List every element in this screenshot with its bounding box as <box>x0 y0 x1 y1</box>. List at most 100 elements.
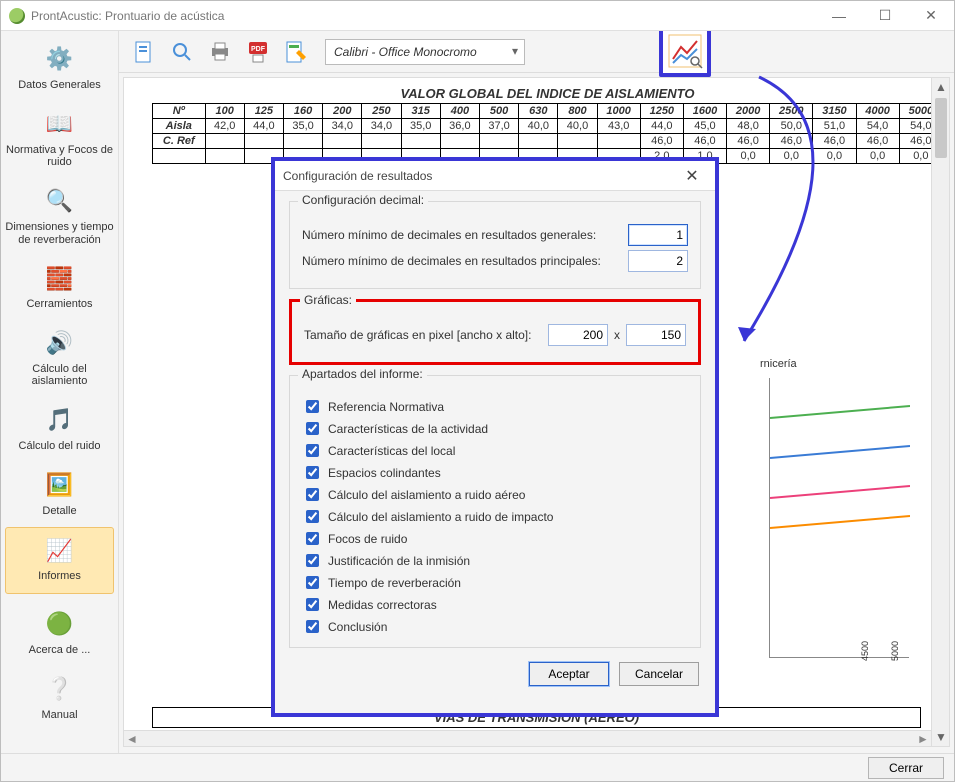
scroll-left-icon[interactable]: ◄ <box>124 731 140 747</box>
table-cell <box>323 134 362 149</box>
sidebar-item-datos[interactable]: ⚙️ Datos Generales <box>1 37 118 102</box>
checkbox-input[interactable] <box>306 554 319 567</box>
checkbox-input[interactable] <box>306 400 319 413</box>
sidebar-item-aisl[interactable]: 🔊 Cálculo del aislamiento <box>1 321 118 398</box>
checkbox-label: Cálculo del aislamiento a ruido de impac… <box>328 510 553 524</box>
sidebar-label: Dimensiones y tiempo de reverberación <box>5 221 114 246</box>
table-cell: 46,0 <box>770 134 813 149</box>
sidebar-item-man[interactable]: ❔ Manual <box>1 667 118 732</box>
sidebar-icon: 🎵 <box>44 404 76 436</box>
xtick: 4500 <box>860 641 870 661</box>
checkbox-label: Características de la actividad <box>328 422 488 436</box>
table-cell: 0,0 <box>856 149 899 164</box>
app-icon <box>9 8 25 24</box>
report-section-checkbox[interactable]: Cálculo del aislamiento a ruido aéreo <box>302 485 688 504</box>
vertical-scrollbar[interactable]: ▲ ▼ <box>931 78 949 746</box>
table-cell: 42,0 <box>205 119 244 134</box>
checkbox-input[interactable] <box>306 532 319 545</box>
toolbtn-pdf[interactable]: PDF <box>241 35 275 69</box>
chart-svg <box>770 378 910 658</box>
close-icon: ✕ <box>685 166 698 186</box>
group-apartados: Apartados del informe: Referencia Normat… <box>289 375 701 648</box>
table-cell <box>440 134 479 149</box>
sidebar-item-det[interactable]: 🖼️ Detalle <box>1 463 118 528</box>
report-section-checkbox[interactable]: Tiempo de reverberación <box>302 573 688 592</box>
table-header: 400 <box>440 104 479 119</box>
table-cell <box>479 134 518 149</box>
group-graficas-highlight: Gráficas: Tamaño de gráficas en pixel [a… <box>289 299 701 365</box>
sidebar-label: Acerca de ... <box>29 644 91 657</box>
scroll-thumb[interactable] <box>935 98 947 158</box>
report-section-checkbox[interactable]: Justificación de la inmisión <box>302 551 688 570</box>
checkbox-input[interactable] <box>306 510 319 523</box>
input-decimals-principal[interactable] <box>628 250 688 272</box>
report-section-checkbox[interactable]: Cálculo del aislamiento a ruido de impac… <box>302 507 688 526</box>
table-rowhead: C. Ref <box>153 134 206 149</box>
checkbox-input[interactable] <box>306 576 319 589</box>
label-chart-size: Tamaño de gráficas en pixel [ancho x alt… <box>304 328 548 342</box>
horizontal-scrollbar[interactable]: ◄ ► <box>124 730 931 746</box>
label-decimals-principal: Número mínimo de decimales en resultados… <box>302 254 628 268</box>
checkbox-input[interactable] <box>306 620 319 633</box>
sidebar-item-dims[interactable]: 🔍 Dimensiones y tiempo de reverberación <box>1 179 118 256</box>
table-cell: 45,0 <box>683 119 726 134</box>
main-window: ProntAcustic: Prontuario de acústica — ☐… <box>0 0 955 782</box>
checkbox-input[interactable] <box>306 422 319 435</box>
toolbtn-preview[interactable] <box>127 35 161 69</box>
min-button[interactable]: — <box>816 1 862 31</box>
scroll-up-icon[interactable]: ▲ <box>932 78 950 96</box>
statusbar-close-button[interactable]: Cerrar <box>868 757 944 779</box>
sidebar-label: Cálculo del ruido <box>19 440 101 453</box>
toolbtn-config-results[interactable] <box>659 31 711 77</box>
close-button[interactable]: ✕ <box>908 1 954 31</box>
cancel-button[interactable]: Cancelar <box>619 662 699 686</box>
toolbtn-edit[interactable] <box>279 35 313 69</box>
sidebar-item-cerr[interactable]: 🧱 Cerramientos <box>1 256 118 321</box>
sidebar-item-about[interactable]: 🟢 Acerca de ... <box>1 602 118 667</box>
table-cell: 0,0 <box>770 149 813 164</box>
input-chart-width[interactable] <box>548 324 608 346</box>
dialog-close-button[interactable]: ✕ <box>677 161 707 191</box>
sidebar-icon: 🖼️ <box>44 469 76 501</box>
sidebar-label: Informes <box>38 570 81 583</box>
report-section-checkbox[interactable]: Referencia Normativa <box>302 397 688 416</box>
report-section-checkbox[interactable]: Medidas correctoras <box>302 595 688 614</box>
checkbox-label: Focos de ruido <box>328 532 407 546</box>
sidebar-item-norm[interactable]: 📖 Normativa y Focos de ruido <box>1 102 118 179</box>
checkbox-input[interactable] <box>306 598 319 611</box>
scroll-down-icon[interactable]: ▼ <box>932 728 950 746</box>
table-cell: 34,0 <box>362 119 401 134</box>
checkbox-label: Características del local <box>328 444 455 458</box>
sidebar-item-ruido[interactable]: 🎵 Cálculo del ruido <box>1 398 118 463</box>
table-cell: 37,0 <box>479 119 518 134</box>
report-section-checkbox[interactable]: Focos de ruido <box>302 529 688 548</box>
report-section-checkbox[interactable]: Características de la actividad <box>302 419 688 438</box>
table-header: 500 <box>479 104 518 119</box>
report-section-checkbox[interactable]: Espacios colindantes <box>302 463 688 482</box>
report-section-checkbox[interactable]: Características del local <box>302 441 688 460</box>
checkbox-input[interactable] <box>306 466 319 479</box>
input-decimals-general[interactable] <box>628 224 688 246</box>
table-header: 3150 <box>813 104 856 119</box>
sidebar-label: Normativa y Focos de ruido <box>5 144 114 169</box>
checkbox-input[interactable] <box>306 444 319 457</box>
sidebar-item-inf[interactable]: 📈 Informes <box>5 527 114 594</box>
scroll-right-icon[interactable]: ► <box>915 731 931 747</box>
table-cell <box>558 134 597 149</box>
max-button[interactable]: ☐ <box>862 1 908 31</box>
table-header: 630 <box>519 104 558 119</box>
input-chart-height[interactable] <box>626 324 686 346</box>
pdf-icon: PDF <box>246 40 270 64</box>
table-cell: 0,0 <box>727 149 770 164</box>
window-title: ProntAcustic: Prontuario de acústica <box>31 9 224 23</box>
toolbtn-zoom[interactable] <box>165 35 199 69</box>
minimize-icon: — <box>832 8 846 24</box>
checkbox-input[interactable] <box>306 488 319 501</box>
report-section-checkbox[interactable]: Conclusión <box>302 617 688 636</box>
accept-button[interactable]: Aceptar <box>529 662 609 686</box>
font-theme-select[interactable]: Calibri - Office Monocromo <box>325 39 525 65</box>
toolbtn-print[interactable] <box>203 35 237 69</box>
table-cell: 36,0 <box>440 119 479 134</box>
xtick: 5000 <box>890 641 900 661</box>
table-cell: 40,0 <box>558 119 597 134</box>
